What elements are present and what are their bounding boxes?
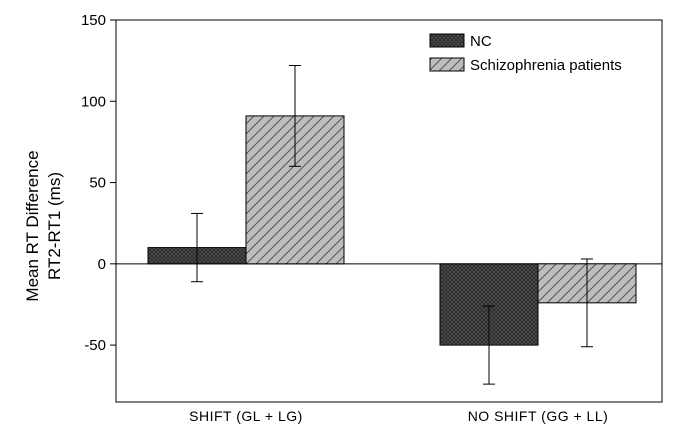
y-axis-title-line-1: Mean RT Difference [23, 150, 42, 301]
y-tick-label: 100 [81, 93, 106, 110]
error-bar [581, 258, 593, 348]
x-category-label: NO SHIFT (GG + LL) [468, 408, 609, 424]
legend-label: Schizophrenia patients [470, 57, 622, 74]
legend-label: NC [470, 33, 492, 50]
y-tick-label: 0 [98, 256, 106, 273]
legend-swatch [429, 33, 465, 48]
y-axis-title-line-2: RT2-RT1 (ms) [45, 172, 64, 280]
y-axis-title: Mean RT Difference RT2-RT1 (ms) [23, 150, 64, 301]
error-bar [191, 212, 203, 283]
plot-area: -50 0 50 100 150 SHIFT (GL + LG) NO SHIFT (GG … [81, 12, 663, 424]
error-bar [289, 65, 301, 167]
legend-swatch [429, 57, 465, 72]
plot-frame [115, 19, 663, 403]
x-category-label: SHIFT (GL + LG) [189, 408, 303, 424]
y-tick-label: 50 [89, 175, 106, 192]
error-bar [483, 305, 495, 385]
y-tick-label: 150 [81, 12, 106, 29]
y-tick-label: -50 [84, 337, 106, 354]
legend: NC Schizophrenia patients [429, 33, 622, 74]
